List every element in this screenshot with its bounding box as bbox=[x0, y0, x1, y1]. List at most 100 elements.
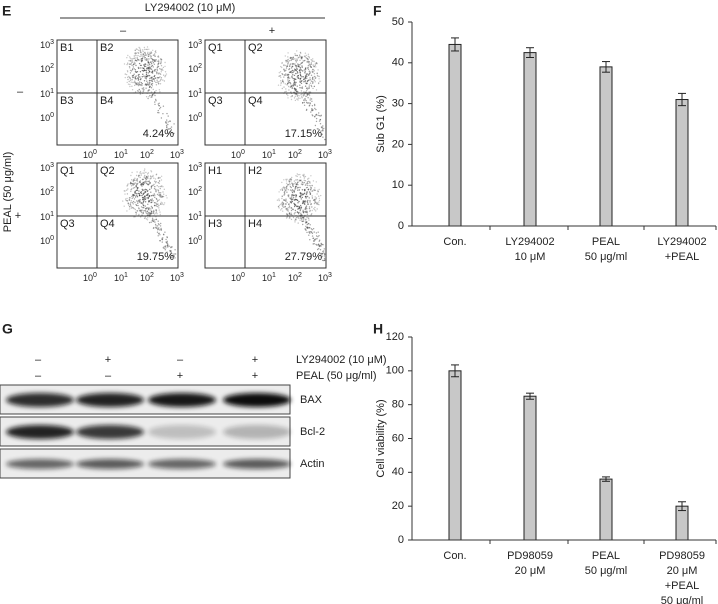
event-dot bbox=[124, 76, 127, 79]
event-dot bbox=[307, 67, 309, 69]
axis-label: 100 bbox=[188, 112, 202, 124]
event-dot bbox=[153, 183, 155, 186]
event-dot bbox=[282, 202, 284, 204]
event-dot bbox=[135, 184, 138, 187]
quadrant-label: B2 bbox=[100, 42, 113, 54]
axis-label: 103 bbox=[170, 272, 184, 284]
event-dot bbox=[134, 51, 136, 54]
axis-base: 10 bbox=[114, 150, 124, 160]
treatment-label: LY294002 (10 μM) bbox=[296, 354, 387, 366]
event-dot bbox=[285, 203, 287, 205]
y-axis-label: Cell viability (%) bbox=[375, 399, 387, 477]
event-dot bbox=[124, 193, 126, 195]
event-dot bbox=[167, 121, 169, 123]
event-dot bbox=[302, 174, 304, 176]
event-dot bbox=[156, 76, 159, 79]
event-dot bbox=[130, 181, 132, 184]
event-dot bbox=[133, 198, 136, 200]
event-dot bbox=[143, 210, 145, 212]
event-dot bbox=[135, 212, 137, 214]
event-dot bbox=[294, 63, 296, 65]
event-dot bbox=[154, 101, 156, 103]
event-dot bbox=[157, 83, 160, 85]
event-dot bbox=[297, 213, 300, 215]
quadrant-label: H3 bbox=[208, 218, 222, 230]
event-dot bbox=[150, 68, 153, 70]
event-dot bbox=[296, 181, 299, 184]
event-dot bbox=[296, 205, 298, 207]
event-dot bbox=[300, 87, 302, 89]
event-dot bbox=[301, 61, 304, 64]
event-dot bbox=[159, 203, 162, 205]
event-dot bbox=[287, 75, 290, 78]
event-dot bbox=[160, 201, 162, 203]
event-dot bbox=[130, 204, 132, 206]
event-dot bbox=[317, 82, 320, 85]
event-dot bbox=[156, 60, 158, 62]
y-tick-label: 20 bbox=[392, 500, 404, 512]
event-dot bbox=[159, 196, 162, 198]
event-dot bbox=[304, 184, 307, 186]
event-dot bbox=[137, 84, 140, 87]
event-dot bbox=[153, 63, 156, 65]
treatment-sign: + bbox=[252, 370, 258, 382]
event-dot bbox=[286, 93, 288, 96]
event-dot bbox=[139, 49, 141, 52]
axis-exponent: 0 bbox=[93, 149, 97, 156]
event-dot bbox=[281, 181, 283, 184]
band bbox=[223, 459, 291, 469]
event-dot bbox=[281, 195, 283, 197]
event-dot bbox=[295, 81, 297, 84]
event-dot bbox=[303, 179, 305, 181]
event-dot bbox=[161, 185, 163, 187]
event-dot bbox=[134, 63, 136, 65]
event-dot bbox=[299, 209, 301, 212]
event-dot bbox=[136, 194, 138, 197]
event-dot bbox=[285, 59, 287, 62]
event-dot bbox=[153, 188, 156, 190]
event-dot bbox=[160, 227, 162, 230]
event-dot bbox=[147, 190, 149, 192]
event-dot bbox=[281, 195, 283, 197]
event-dot bbox=[293, 213, 295, 215]
event-dot bbox=[314, 206, 316, 209]
event-dot bbox=[157, 81, 159, 83]
event-dot bbox=[144, 209, 146, 212]
bar bbox=[599, 66, 613, 227]
event-dot bbox=[281, 87, 283, 90]
event-dot bbox=[145, 194, 148, 196]
axis-exponent: 3 bbox=[198, 162, 202, 169]
event-dot bbox=[167, 244, 169, 246]
event-dot bbox=[154, 182, 157, 184]
axis-base: 10 bbox=[170, 150, 180, 160]
event-dot bbox=[127, 71, 129, 73]
event-dot bbox=[290, 212, 292, 214]
event-dot bbox=[297, 91, 299, 93]
event-dot bbox=[145, 189, 148, 191]
event-dot bbox=[157, 81, 159, 83]
event-dot bbox=[138, 190, 140, 192]
event-dot bbox=[313, 240, 315, 242]
event-dot bbox=[314, 187, 316, 189]
event-dot bbox=[144, 188, 147, 191]
event-dot bbox=[137, 199, 140, 202]
event-dot bbox=[299, 217, 301, 219]
event-dot bbox=[305, 196, 307, 198]
event-dot bbox=[141, 58, 144, 60]
event-dot bbox=[306, 208, 308, 210]
event-dot bbox=[159, 177, 161, 179]
event-dot bbox=[135, 54, 137, 57]
event-dot bbox=[290, 201, 292, 203]
event-dot bbox=[285, 198, 287, 200]
event-dot bbox=[295, 78, 297, 81]
event-dot bbox=[299, 176, 302, 178]
event-dot bbox=[147, 90, 149, 92]
event-dot bbox=[309, 64, 311, 66]
event-dot bbox=[290, 58, 293, 61]
event-dot bbox=[154, 180, 156, 182]
axis-base: 10 bbox=[318, 273, 328, 283]
event-dot bbox=[309, 65, 312, 68]
event-dot bbox=[294, 203, 296, 205]
event-dot bbox=[139, 209, 142, 211]
event-dot bbox=[285, 186, 288, 188]
